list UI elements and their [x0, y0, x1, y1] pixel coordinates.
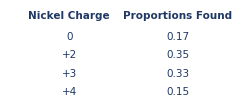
Text: +2: +2 — [62, 50, 77, 60]
Text: 0.17: 0.17 — [166, 32, 189, 42]
Text: 0: 0 — [66, 32, 72, 42]
Text: 0.15: 0.15 — [166, 87, 189, 97]
Text: +4: +4 — [62, 87, 77, 97]
Text: 0.35: 0.35 — [166, 50, 189, 60]
Text: 0.33: 0.33 — [166, 69, 189, 79]
Text: +3: +3 — [62, 69, 77, 79]
Text: Proportions Found: Proportions Found — [123, 11, 232, 21]
Text: Nickel Charge: Nickel Charge — [28, 11, 110, 21]
